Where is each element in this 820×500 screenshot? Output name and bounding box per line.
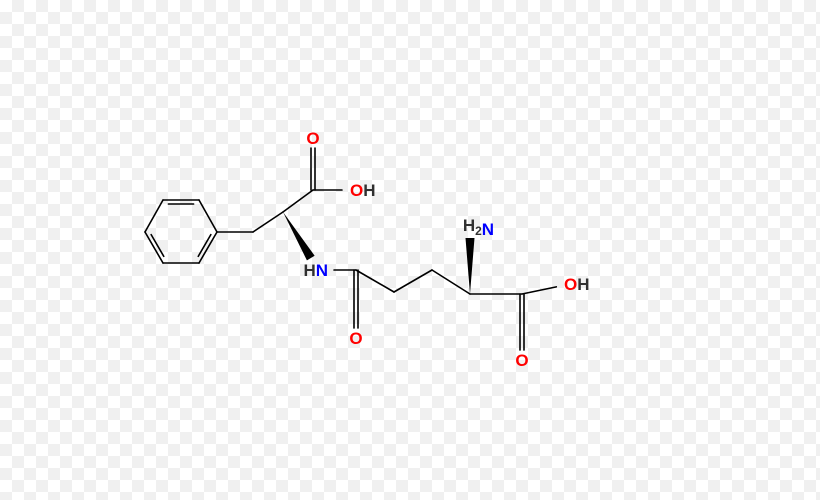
- bond-line: [253, 212, 283, 232]
- bond-line: [199, 200, 217, 232]
- bond-line: [356, 270, 394, 292]
- atom-label: O: [306, 129, 319, 148]
- bond-line: [145, 200, 163, 232]
- atom-label: H2N: [463, 216, 494, 239]
- bond-line: [145, 232, 163, 263]
- atom-label: O: [349, 329, 362, 348]
- molecule-diagram: O OH HN O H2N O OH: [0, 0, 820, 500]
- atom-label: HN: [303, 261, 328, 280]
- wedge-bond: [283, 212, 315, 260]
- bond-line: [199, 232, 217, 263]
- atom-label: OH: [564, 275, 590, 294]
- bond-line: [283, 190, 313, 212]
- atom-label: O: [515, 351, 528, 370]
- bond-line: [394, 270, 432, 292]
- bond-line: [522, 287, 556, 294]
- bond-line: [432, 270, 470, 294]
- atom-label: OH: [350, 181, 376, 200]
- wedge-bond: [466, 238, 475, 294]
